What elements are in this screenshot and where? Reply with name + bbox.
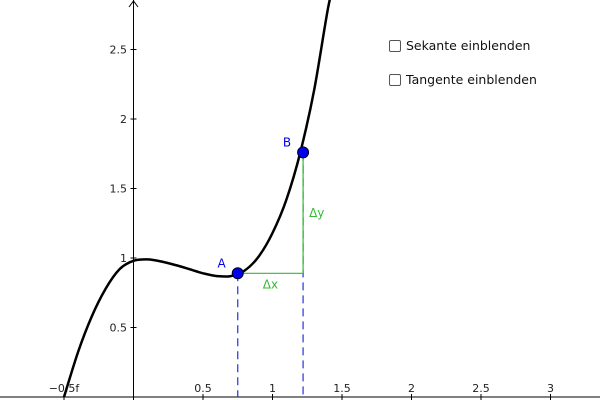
secant-checkbox-box[interactable] [389, 39, 401, 52]
y-tick-label: 1.5 [110, 183, 128, 196]
x-tick-label: 1.5 [333, 382, 351, 395]
show-secant-checkbox[interactable]: Sekante einblenden [389, 38, 530, 53]
x-tick-label: 1 [269, 382, 276, 395]
delta-y-label: Δy [309, 206, 324, 220]
delta-x-label: Δx [263, 277, 278, 291]
point-b[interactable] [297, 146, 310, 159]
y-axis-arrow [128, 0, 139, 8]
show-tangent-checkbox[interactable]: Tangente einblenden [389, 72, 537, 87]
secant-checkbox-label: Sekante einblenden [406, 38, 531, 53]
tangent-checkbox-box[interactable] [389, 73, 401, 86]
y-tick-label: 1 [120, 252, 127, 265]
x-tick-label: 2.5 [472, 382, 490, 395]
ticks: −0.5f 0.5 1 1.5 2 2.5 3 0.5 1 1.5 2 2.5 [49, 44, 554, 400]
point-b-label: B [283, 135, 291, 149]
delta-lines: Δx Δy [237, 152, 324, 291]
x-tick-label: 3 [547, 382, 554, 395]
points: AB [218, 135, 310, 280]
y-tick-label: 0.5 [110, 322, 128, 335]
x-tick-label: 0.5 [194, 382, 212, 395]
projections [237, 152, 304, 397]
y-tick-label: 2 [120, 113, 127, 126]
x-tick-label: −0.5f [49, 382, 81, 395]
y-tick-label: 2.5 [110, 44, 128, 57]
point-a-label: A [218, 256, 227, 270]
function-curve[interactable] [62, 0, 335, 398]
tangent-checkbox-label: Tangente einblenden [406, 72, 537, 87]
x-tick-label: 2 [408, 382, 415, 395]
point-a[interactable] [231, 267, 244, 280]
